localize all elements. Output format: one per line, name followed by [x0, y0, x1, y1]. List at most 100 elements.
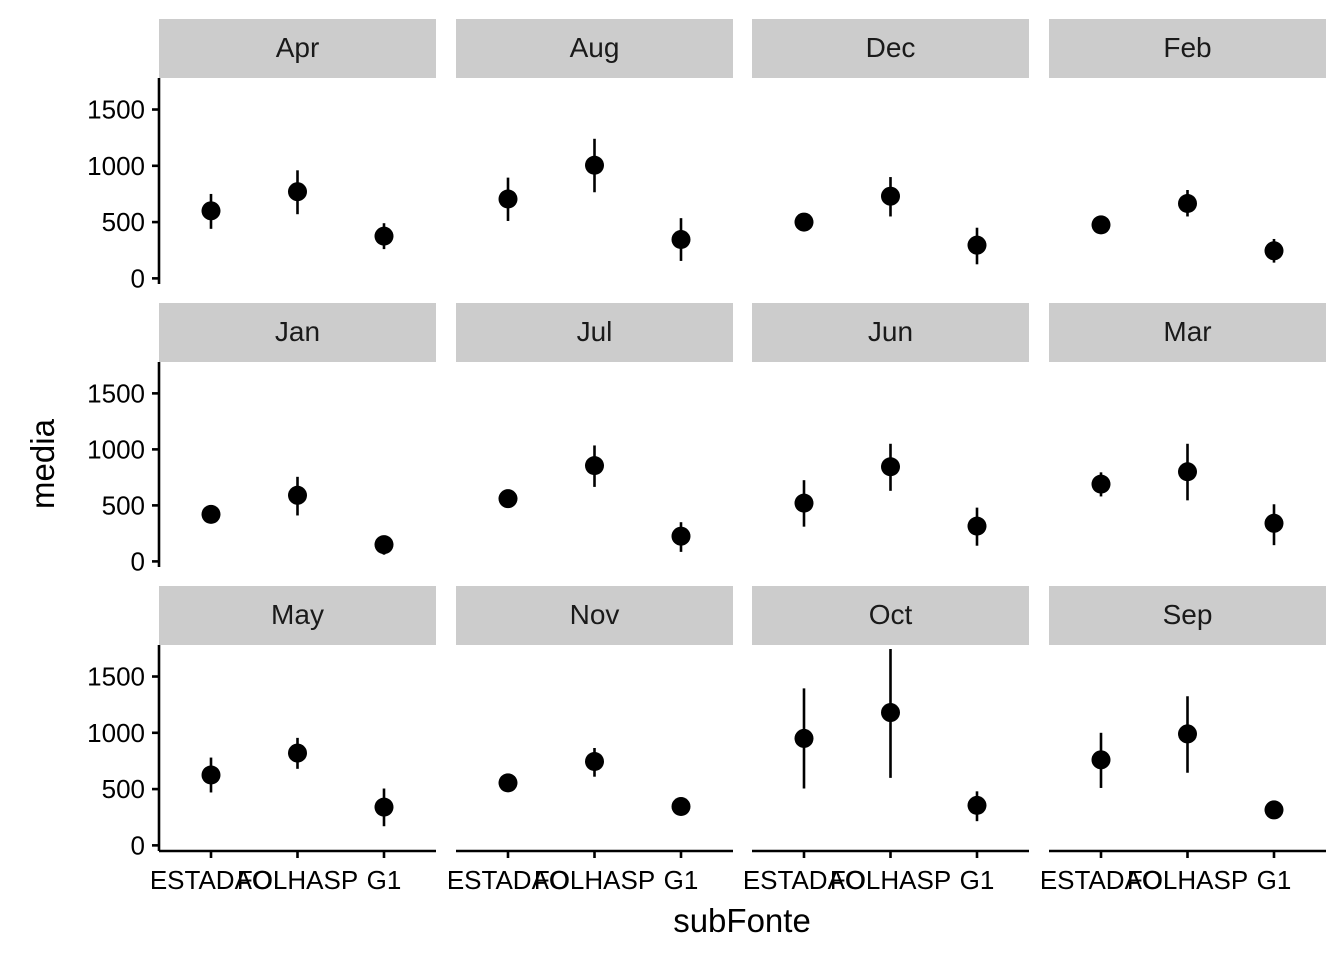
data-point: [288, 485, 307, 505]
x-tick-label: ESTADAO: [743, 865, 865, 895]
x-tick-label: ESTADAO: [1040, 865, 1162, 895]
x-tick-label: ESTADAO: [150, 865, 272, 895]
facet-strip-label: Nov: [570, 599, 620, 630]
x-tick-label: FOLHASP: [534, 865, 655, 895]
y-tick-label: 500: [102, 207, 145, 237]
data-point: [498, 189, 518, 209]
data-point: [585, 155, 604, 175]
data-point: [288, 743, 307, 763]
facet-strip-label: Jan: [275, 316, 320, 347]
facet-strip-label: Dec: [866, 32, 916, 63]
data-point: [585, 752, 604, 772]
data-point: [585, 456, 604, 476]
x-axis-title: subFonte: [673, 902, 811, 939]
facet-panel-jul: Jul: [456, 303, 733, 552]
x-tick-label: ESTADAO: [447, 865, 569, 895]
facet-strip: [456, 303, 733, 362]
y-tick-label: 500: [102, 490, 145, 520]
y-tick-label: 1500: [87, 662, 145, 692]
facet-strip-label: Jul: [577, 316, 613, 347]
data-point: [1091, 474, 1111, 494]
y-tick-label: 0: [131, 830, 145, 860]
facet-strip-label: Sep: [1163, 599, 1213, 630]
data-point: [288, 182, 307, 202]
data-point: [201, 504, 221, 524]
x-tick-label: G1: [1257, 865, 1292, 895]
x-tick-label: FOLHASP: [830, 865, 951, 895]
data-point: [201, 201, 221, 221]
data-point: [967, 516, 987, 536]
data-point: [1264, 241, 1284, 261]
facet-strip-label: Feb: [1163, 32, 1211, 63]
x-tick-label: G1: [664, 865, 699, 895]
facet-strip-label: Apr: [276, 32, 320, 63]
y-tick-label: 500: [102, 774, 145, 804]
data-point: [671, 797, 691, 817]
facet-strip: [752, 303, 1029, 362]
facet-panel-feb: Feb: [1049, 19, 1326, 263]
facet-strip: [159, 303, 436, 362]
facet-strip-label: May: [271, 599, 324, 630]
x-tick-label: FOLHASP: [1127, 865, 1248, 895]
facet-panel-jan: Jan 0 500 1000 1500: [87, 303, 436, 576]
facet-panel-apr: Apr 0 500 1000 1500: [87, 19, 436, 293]
data-point: [1178, 724, 1197, 744]
data-point: [498, 773, 518, 793]
y-tick-label: 1500: [87, 378, 145, 408]
data-point: [498, 489, 518, 509]
data-point: [794, 493, 814, 513]
facet-panel-aug: Aug: [456, 19, 733, 261]
facet-strip-label: Aug: [570, 32, 620, 63]
data-point: [374, 226, 394, 246]
facet-strip: [1049, 586, 1326, 645]
data-point: [374, 535, 394, 555]
data-point: [1091, 750, 1111, 770]
data-point: [671, 230, 691, 250]
facet-strip-label: Jun: [868, 316, 913, 347]
facet-panel-jun: Jun: [752, 303, 1029, 546]
data-point: [1264, 800, 1284, 820]
data-point: [374, 797, 394, 817]
y-axis-title: media: [24, 418, 61, 509]
facet-strip: [159, 19, 436, 78]
x-tick-label: G1: [960, 865, 995, 895]
data-point: [1264, 513, 1284, 533]
facet-strip-label: Oct: [869, 599, 913, 630]
facet-panel-mar: Mar: [1049, 303, 1326, 546]
x-tick-label: FOLHASP: [237, 865, 358, 895]
facet-strip: [752, 586, 1029, 645]
data-point: [794, 212, 814, 232]
data-point: [201, 765, 221, 785]
y-tick-label: 1500: [87, 95, 145, 125]
y-tick-label: 1000: [87, 434, 145, 464]
data-point: [671, 526, 691, 546]
y-tick-label: 0: [131, 263, 145, 293]
y-tick-label: 1000: [87, 718, 145, 748]
facet-strip: [456, 19, 733, 78]
facet-strip-label: Mar: [1163, 316, 1211, 347]
x-tick-label: G1: [367, 865, 402, 895]
y-tick-label: 1000: [87, 151, 145, 181]
facet-strip: [1049, 303, 1326, 362]
data-point: [1178, 194, 1197, 214]
facet-panel-dec: Dec: [752, 19, 1029, 265]
data-point: [881, 457, 900, 477]
data-point: [794, 728, 814, 748]
data-point: [967, 795, 987, 815]
data-point: [1091, 215, 1111, 235]
facet-strip: [456, 586, 733, 645]
data-point: [967, 235, 987, 255]
facet-strip: [1049, 19, 1326, 78]
facet-strip: [752, 19, 1029, 78]
data-point: [1178, 462, 1197, 482]
y-tick-label: 0: [131, 546, 145, 576]
data-point: [881, 703, 900, 723]
data-point: [881, 186, 900, 206]
facet-strip: [159, 586, 436, 645]
